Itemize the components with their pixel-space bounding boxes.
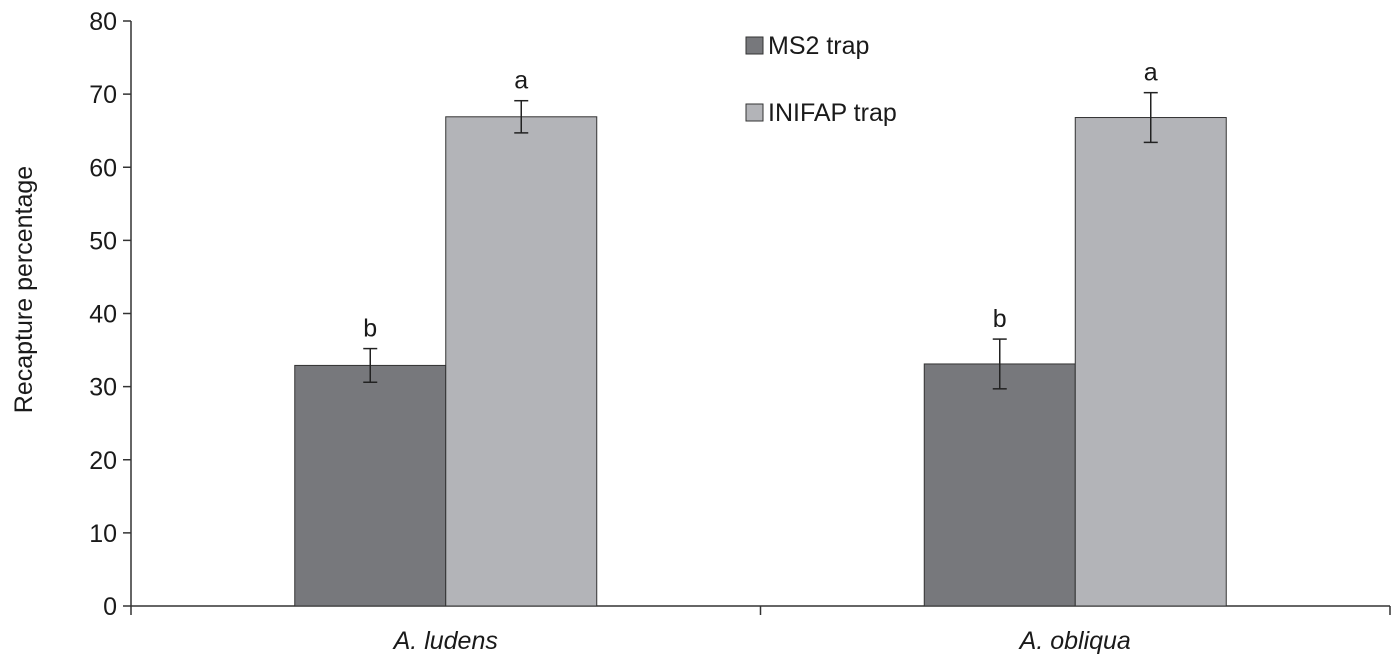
y-tick-label: 50 bbox=[89, 227, 117, 255]
y-tick-label: 0 bbox=[103, 593, 117, 621]
legend-swatch bbox=[745, 36, 764, 55]
significance-label: b bbox=[363, 315, 377, 343]
bar-ms2 bbox=[294, 364, 447, 607]
legend: MS2 trap INIFAP trap bbox=[745, 32, 897, 127]
bars: b a b a bbox=[294, 59, 1227, 607]
legend-swatch bbox=[745, 103, 764, 122]
y-tick-label: 30 bbox=[89, 374, 117, 402]
y-tick-label: 40 bbox=[89, 301, 117, 329]
y-tick-label: 80 bbox=[89, 8, 117, 36]
significance-label: b bbox=[993, 305, 1007, 333]
y-tick-label: 20 bbox=[89, 447, 117, 475]
y-tick-label: 70 bbox=[89, 81, 117, 109]
significance-label: a bbox=[514, 67, 528, 95]
axes: 0 10 20 30 40 50 60 70 80 Recapture percentage A. … bbox=[10, 8, 1391, 655]
x-category-label: A. obliqua bbox=[1018, 627, 1131, 655]
legend-label: MS2 trap bbox=[768, 32, 869, 60]
bar-ms2 bbox=[923, 363, 1076, 607]
y-axis-label: Recapture percentage bbox=[10, 166, 38, 413]
bar-inifap bbox=[445, 116, 598, 607]
legend-label: INIFAP trap bbox=[768, 99, 897, 127]
x-category-label: A. ludens bbox=[392, 627, 498, 655]
bar-inifap bbox=[1074, 117, 1227, 607]
y-tick-label: 10 bbox=[89, 520, 117, 548]
y-tick-label: 60 bbox=[89, 154, 117, 182]
significance-label: a bbox=[1144, 59, 1158, 87]
